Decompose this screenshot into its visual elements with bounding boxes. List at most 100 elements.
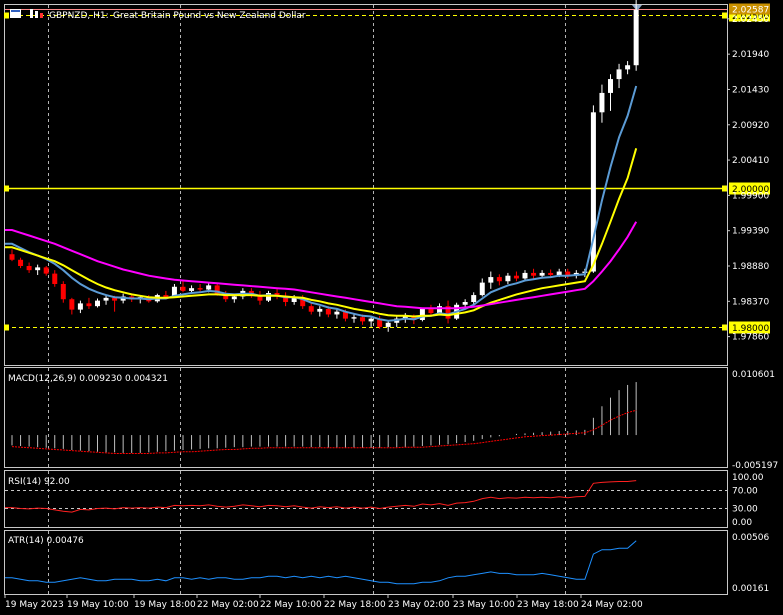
price-tick-label-1: 2.02450 bbox=[732, 15, 769, 25]
candle-body-37 bbox=[325, 308, 331, 315]
price-level-handle-left-2 bbox=[4, 12, 9, 19]
candle-body-54 bbox=[471, 295, 477, 302]
candle-body-18 bbox=[163, 295, 169, 298]
rsi-panel-frame bbox=[4, 470, 728, 528]
time-tick-label-5: 22 May 18:00 bbox=[324, 600, 386, 610]
ma-line-1 bbox=[5, 148, 638, 318]
bars-icon-c bbox=[40, 13, 43, 18]
chart-shift-marker bbox=[632, 5, 642, 11]
candle-body-60 bbox=[522, 272, 528, 279]
candle-body-64 bbox=[556, 271, 562, 275]
atr-tick-label-1: 0.00161 bbox=[732, 584, 769, 594]
candle-body-40 bbox=[351, 317, 357, 319]
candle-body-69 bbox=[599, 92, 605, 113]
chart-window-icon-bar bbox=[11, 10, 20, 12]
bars-icon-b bbox=[35, 11, 38, 18]
candle-body-71 bbox=[616, 69, 622, 80]
price-level-handle-left-1 bbox=[4, 324, 9, 331]
candle-body-72 bbox=[625, 65, 631, 70]
candle-body-50 bbox=[437, 306, 442, 314]
chart-header: GBPNZD, H1: Great Britain Pound vs New Z… bbox=[10, 9, 306, 21]
atr-label: ATR(14) 0.00476 bbox=[8, 536, 84, 546]
moving-averages bbox=[5, 85, 638, 322]
rsi-tick-label-2: 30.00 bbox=[732, 505, 758, 515]
time-tick-label-0: 19 May 2023 bbox=[5, 600, 64, 610]
price-tick-label-4: 2.00920 bbox=[732, 121, 769, 131]
symbol-label: GBPNZD, H1: bbox=[49, 11, 109, 21]
candle-body-58 bbox=[505, 275, 511, 282]
candle-body-43 bbox=[377, 318, 383, 327]
candle-body-8 bbox=[77, 303, 83, 310]
price-level-handle-right-2 bbox=[722, 12, 727, 19]
candle-body-73 bbox=[633, 9, 639, 66]
macd-panel-frame bbox=[4, 367, 728, 468]
candle-body-33 bbox=[291, 297, 297, 302]
price-panel-frame bbox=[4, 4, 728, 366]
rsi-tick-label-1: 70.00 bbox=[732, 487, 758, 497]
candle-body-42 bbox=[368, 318, 374, 322]
price-level-tag-text-1: 1.98000 bbox=[732, 324, 769, 334]
price-level-tag-1 bbox=[729, 321, 770, 334]
symbol-description: Great Britain Pound vs New Zealand Dolla… bbox=[113, 11, 306, 21]
atr-line bbox=[5, 540, 637, 585]
candle-body-29 bbox=[257, 295, 263, 301]
atr-panel-frame bbox=[4, 530, 728, 595]
rsi-tick-label-3: 0.00 bbox=[732, 518, 752, 528]
candle-body-23 bbox=[206, 285, 212, 290]
candle-body-21 bbox=[189, 288, 195, 291]
candle-body-9 bbox=[86, 303, 92, 307]
candle-body-57 bbox=[496, 277, 502, 282]
candle-body-61 bbox=[531, 272, 537, 276]
candle-body-53 bbox=[462, 302, 468, 305]
candle-body-24 bbox=[214, 285, 220, 294]
ma-line-0 bbox=[5, 85, 638, 322]
candle-body-36 bbox=[317, 308, 323, 312]
chart-window-icon[interactable] bbox=[10, 9, 21, 18]
rsi-tick-label-0: 100.00 bbox=[732, 473, 764, 483]
bars-icon[interactable] bbox=[30, 9, 33, 18]
candle-body-38 bbox=[334, 311, 340, 315]
axis-labels: 2.029602.024502.019402.014302.009202.004… bbox=[4, 15, 769, 610]
candle-body-7 bbox=[69, 299, 75, 310]
candle-body-20 bbox=[180, 286, 186, 291]
candle-body-22 bbox=[197, 288, 203, 290]
macd-tick-label-1: -0.005197 bbox=[732, 461, 778, 471]
time-tick-label-4: 22 May 10:00 bbox=[260, 600, 322, 610]
candle-body-46 bbox=[402, 315, 408, 319]
price-level-tag-text-0: 2.00000 bbox=[732, 185, 769, 195]
candle-body-34 bbox=[300, 297, 306, 307]
candle-body-63 bbox=[548, 272, 554, 275]
price-tick-label-9: 1.98370 bbox=[732, 297, 769, 307]
grid-lines bbox=[48, 5, 566, 594]
candle-body-2 bbox=[26, 266, 32, 271]
rsi-indicator: 100.00 70.00 30.00 0.00 bbox=[5, 473, 764, 528]
time-tick-label-1: 19 May 10:00 bbox=[67, 600, 129, 610]
candle-body-5 bbox=[52, 273, 58, 284]
candle-body-51 bbox=[445, 306, 451, 319]
candle-body-62 bbox=[539, 272, 545, 276]
candle-body-39 bbox=[342, 311, 348, 319]
time-tick-label-2: 19 May 18:00 bbox=[134, 600, 196, 610]
time-tick-label-3: 22 May 02:00 bbox=[197, 600, 259, 610]
candle-body-65 bbox=[565, 271, 571, 276]
candle-body-47 bbox=[411, 315, 417, 320]
price-level-handle-right-1 bbox=[722, 324, 727, 331]
price-tick-label-6: 1.99900 bbox=[732, 191, 769, 201]
price-tick-label-8: 1.98880 bbox=[732, 262, 769, 272]
rsi-line bbox=[5, 480, 637, 513]
candle-body-3 bbox=[35, 267, 41, 271]
candle-body-1 bbox=[18, 259, 24, 266]
atr-indicator: 0.00506 0.00161 bbox=[5, 533, 769, 594]
ma-line-2 bbox=[5, 221, 638, 310]
time-tick-label-9: 24 May 02:00 bbox=[581, 600, 643, 610]
atr-tick-label-0: 0.00506 bbox=[732, 533, 769, 543]
price-level-tag-text-2: 2.02500 bbox=[732, 12, 769, 22]
candle-body-19 bbox=[171, 286, 177, 298]
candle-body-41 bbox=[360, 317, 366, 322]
time-tick-label-7: 23 May 10:00 bbox=[453, 600, 515, 610]
candle-body-6 bbox=[60, 284, 66, 300]
candle-body-10 bbox=[95, 300, 100, 307]
